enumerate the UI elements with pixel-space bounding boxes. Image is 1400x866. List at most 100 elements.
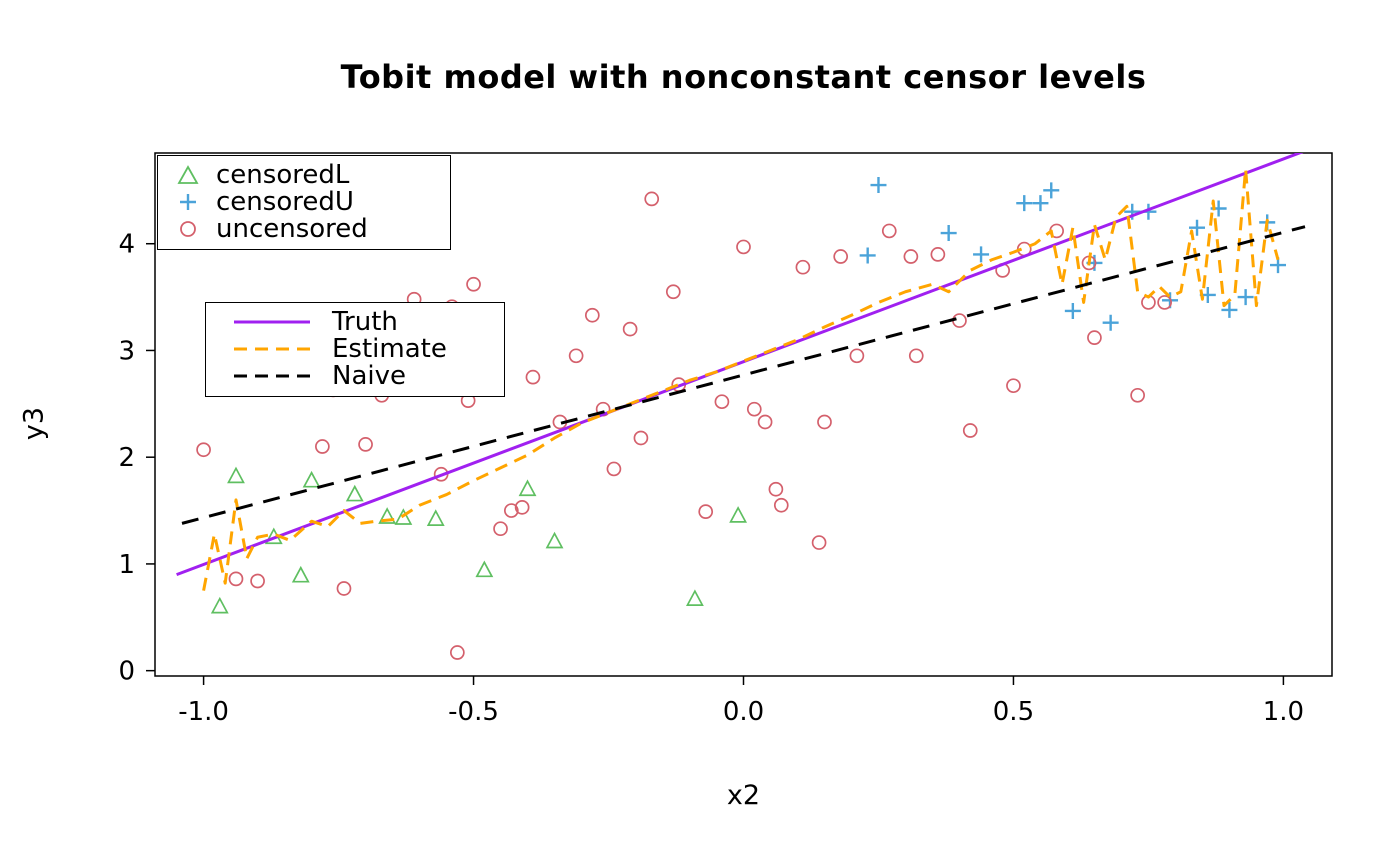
data-point-uncensored <box>493 521 508 537</box>
data-point-uncensored <box>1087 330 1102 346</box>
data-point-censoredL <box>475 560 494 578</box>
legend-label-estimate: Estimate <box>332 333 447 364</box>
data-point-censoredU <box>1221 301 1238 318</box>
data-point-uncensored <box>962 423 978 438</box>
data-point-censoredL <box>426 509 445 526</box>
legend-row-uncensored: uncensored <box>170 213 436 244</box>
legend-row-naive: Naive <box>218 360 490 391</box>
data-point-censoredL <box>394 508 413 525</box>
y-tick-label: 2 <box>118 443 135 473</box>
data-point-uncensored <box>833 249 849 264</box>
data-point-uncensored <box>606 461 622 477</box>
data-point-uncensored <box>1006 378 1021 394</box>
data-point-censoredU <box>1189 219 1206 236</box>
data-point-uncensored <box>849 348 865 364</box>
data-point-uncensored <box>336 581 352 596</box>
data-point-uncensored <box>795 259 811 275</box>
data-point-uncensored <box>1157 295 1172 310</box>
data-point-uncensored <box>250 573 265 589</box>
y-axis-label: y3 <box>18 406 50 441</box>
data-point-uncensored <box>768 481 784 497</box>
y-tick-label: 3 <box>118 336 135 366</box>
data-point-censoredL <box>518 479 537 497</box>
plus-marker-icon <box>180 193 196 210</box>
data-point-uncensored <box>817 414 832 430</box>
data-point-uncensored <box>736 239 751 255</box>
legend-label-censoredL: censoredL <box>216 159 350 190</box>
data-point-censoredU <box>1016 195 1033 212</box>
data-point-uncensored <box>1130 387 1145 403</box>
data-point-censoredL <box>291 565 310 583</box>
data-point-uncensored <box>714 394 730 410</box>
x-tick-label: 0.5 <box>993 697 1034 727</box>
chart-title: Tobit model with nonconstant censor leve… <box>340 58 1147 96</box>
data-point-uncensored <box>584 307 600 323</box>
data-point-uncensored <box>644 191 660 207</box>
x-tick-label: -0.5 <box>448 697 499 727</box>
data-point-censoredU <box>1237 289 1254 306</box>
data-point-uncensored <box>568 348 584 364</box>
naive-line-icon <box>234 374 310 377</box>
data-point-uncensored <box>757 414 773 430</box>
x-tick-label: -1.0 <box>178 697 229 727</box>
data-point-uncensored <box>773 497 789 513</box>
y-axis-ticks: 0 1 2 3 4 <box>118 230 155 687</box>
data-point-uncensored <box>903 249 919 264</box>
trend-line-Estimate <box>202 167 1280 591</box>
x-tick-label: 1.0 <box>1263 697 1304 727</box>
data-point-censoredU <box>859 247 876 264</box>
trend-line-Truth <box>176 153 1304 577</box>
data-point-censoredL <box>302 470 321 488</box>
x-tick-label: 0.0 <box>723 697 764 727</box>
data-point-censoredU <box>940 225 957 242</box>
data-point-censoredL <box>729 506 748 523</box>
data-point-uncensored <box>315 439 330 454</box>
scatter-points <box>196 177 1287 660</box>
legend-row-censoredL: censoredL <box>170 159 436 190</box>
truth-line-icon <box>234 320 310 323</box>
x-axis-label: x2 <box>726 780 761 811</box>
data-point-uncensored <box>449 645 465 660</box>
circle-marker-icon <box>180 220 196 237</box>
data-point-uncensored <box>622 321 638 337</box>
legend-label-naive: Naive <box>332 360 406 391</box>
y-tick-label: 4 <box>118 230 135 260</box>
y-tick-label: 1 <box>118 550 135 580</box>
data-point-uncensored <box>665 284 681 300</box>
points-legend: censoredL censoredU uncensored <box>157 155 451 250</box>
lines-legend: Truth Estimate Naive <box>205 302 505 397</box>
data-point-censoredU <box>1043 182 1060 199</box>
legend-row-censoredU: censoredU <box>170 186 436 217</box>
y-tick-label: 0 <box>118 657 135 687</box>
data-point-uncensored <box>633 430 649 446</box>
legend-label-truth: Truth <box>332 306 398 337</box>
trend-line-Naive <box>181 225 1306 525</box>
legend-label-uncensored: uncensored <box>216 213 368 244</box>
data-point-uncensored <box>358 437 373 452</box>
data-point-uncensored <box>228 571 244 587</box>
data-point-censoredL <box>378 507 397 524</box>
data-point-censoredU <box>1032 195 1049 212</box>
data-point-censoredL <box>227 466 245 484</box>
data-point-uncensored <box>466 276 481 292</box>
data-point-censoredU <box>1270 257 1287 274</box>
data-point-censoredL <box>545 531 564 549</box>
data-point-uncensored <box>503 503 519 518</box>
x-axis-ticks: -1.0 -0.5 0.0 0.5 1.0 <box>178 676 1304 727</box>
trend-lines <box>176 153 1306 591</box>
data-point-censoredL <box>345 484 364 502</box>
data-point-censoredU <box>1064 302 1081 319</box>
data-point-uncensored <box>525 369 541 385</box>
data-point-uncensored <box>746 401 762 417</box>
data-point-uncensored <box>196 442 211 458</box>
data-point-uncensored <box>514 500 530 515</box>
data-point-uncensored <box>881 223 897 239</box>
estimate-line-icon <box>234 347 310 350</box>
data-point-censoredU <box>870 177 887 194</box>
legend-row-estimate: Estimate <box>218 333 490 364</box>
data-point-uncensored <box>811 535 827 550</box>
triangle-marker-icon <box>177 164 199 184</box>
legend-label-censoredU: censoredU <box>216 186 354 217</box>
